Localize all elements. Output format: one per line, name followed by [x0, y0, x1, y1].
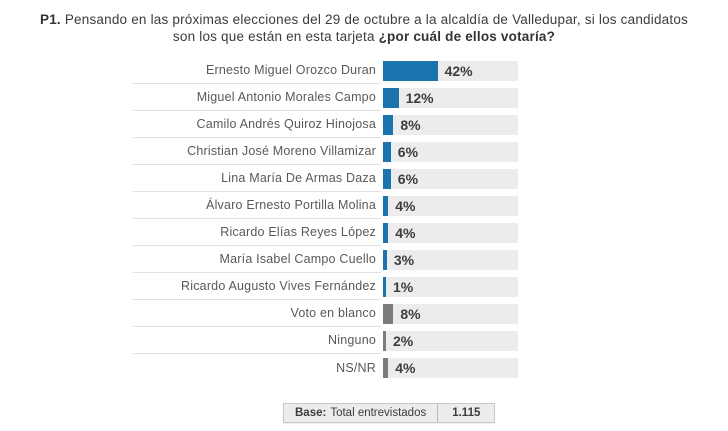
chart-row: María Isabel Campo Cuello 3% [133, 246, 518, 273]
chart-row: NS/NR 4% [133, 354, 518, 381]
base-table: Base: Total entrevistados 1.115 [283, 403, 496, 423]
value-label: 6% [397, 170, 419, 187]
bar [383, 249, 387, 270]
value-label: 1% [393, 278, 414, 295]
bar [383, 168, 391, 189]
value-label: 42% [444, 62, 473, 79]
bar-track: 4% [383, 222, 518, 243]
category-label: Ernesto Miguel Orozco Duran [133, 57, 381, 84]
value-label: 4% [395, 359, 416, 376]
bar-track: 6% [383, 141, 518, 162]
bar [383, 114, 394, 135]
bar [383, 195, 389, 216]
value-label: 4% [395, 224, 416, 241]
chart-row: Ernesto Miguel Orozco Duran 42% [133, 57, 518, 84]
base-value-cell: 1.115 [437, 404, 494, 422]
bar [383, 60, 438, 81]
category-label: Voto en blanco [133, 300, 381, 327]
question-text: Pensando en las próximas elecciones del … [64, 12, 688, 44]
value-label: 8% [400, 116, 421, 133]
category-label: Ricardo Elías Reyes López [133, 219, 381, 246]
bar [383, 276, 386, 297]
value-label: 8% [400, 305, 421, 322]
base-value: 1.115 [452, 407, 481, 419]
category-label: Camilo Andrés Quiroz Hinojosa [133, 111, 381, 138]
bar-track: 4% [383, 357, 518, 378]
chart-row: Álvaro Ernesto Portilla Molina 4% [133, 192, 518, 219]
bar [383, 357, 389, 378]
category-label: María Isabel Campo Cuello [133, 246, 381, 273]
bar [383, 141, 391, 162]
value-label: 4% [395, 197, 416, 214]
bar [383, 330, 386, 351]
bar-track: 2% [383, 330, 518, 351]
bar [383, 303, 394, 324]
value-label: 3% [393, 251, 415, 268]
bar-track: 12% [383, 87, 518, 108]
question-number: P1. [40, 12, 61, 27]
category-label: Lina María De Armas Daza [133, 165, 381, 192]
horizontal-bar-chart: Ernesto Miguel Orozco Duran 42% Miguel Ant… [133, 57, 518, 381]
bar-track: 8% [383, 303, 518, 324]
category-label: NS/NR [336, 360, 376, 375]
bar [383, 222, 389, 243]
question-title: P1. Pensando en las próximas elecciones … [34, 11, 694, 45]
bar-track: 1% [383, 276, 518, 297]
chart-row: Camilo Andrés Quiroz Hinojosa 8% [133, 111, 518, 138]
chart-row: Voto en blanco 8% [133, 300, 518, 327]
category-label: Ricardo Augusto Vives Fernández [133, 273, 381, 300]
chart-row: Miguel Antonio Morales Campo 12% [133, 84, 518, 111]
value-label: 12% [405, 89, 434, 106]
category-label: Ninguno [133, 327, 381, 354]
chart-row: Ninguno 2% [133, 327, 518, 354]
question-emphasis: ¿por cuál de ellos votaría? [378, 29, 556, 44]
base-label: Base: [295, 407, 327, 419]
base-text: Total entrevistados [330, 407, 427, 419]
chart-row: Ricardo Elías Reyes López 4% [133, 219, 518, 246]
category-label: Miguel Antonio Morales Campo [133, 84, 381, 111]
category-label: Christian José Moreno Villamizar [133, 138, 381, 165]
value-label: 6% [397, 143, 419, 160]
base-description-cell: Base: Total entrevistados [284, 404, 437, 422]
bar-track: 6% [383, 168, 518, 189]
chart-row: Ricardo Augusto Vives Fernández 1% [133, 273, 518, 300]
chart-row: Christian José Moreno Villamizar 6% [133, 138, 518, 165]
bar [383, 87, 399, 108]
category-label: Álvaro Ernesto Portilla Molina [133, 192, 381, 219]
value-label: 2% [393, 332, 414, 349]
bar-track: 4% [383, 195, 518, 216]
chart-row: Lina María De Armas Daza 6% [133, 165, 518, 192]
bar-track: 8% [383, 114, 518, 135]
bar-track: 42% [383, 60, 518, 81]
bar-track: 3% [383, 249, 518, 270]
